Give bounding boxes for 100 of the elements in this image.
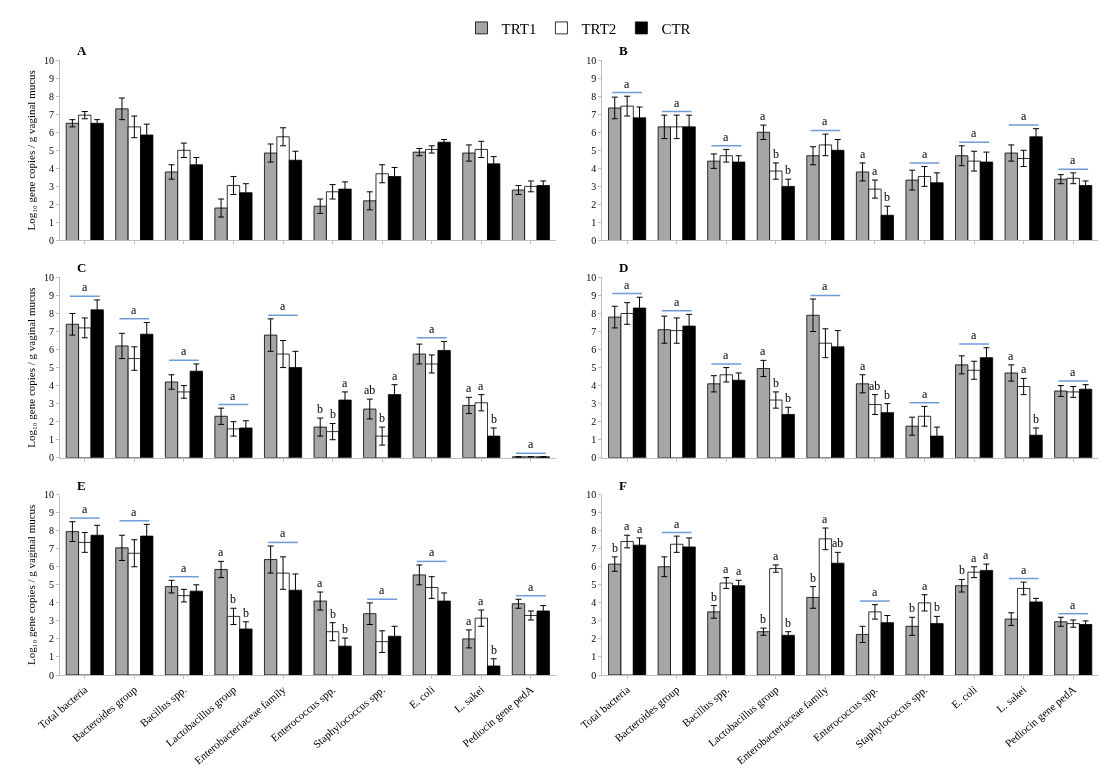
- y-tick-label: 4: [591, 380, 597, 392]
- y-axis-title: Log₁₀ gene copies / g vaginal mucus: [24, 70, 37, 231]
- annotation: a: [131, 505, 137, 519]
- annotation: a: [872, 585, 878, 599]
- y-tick-label: 9: [591, 72, 597, 84]
- data-label: a: [983, 548, 989, 562]
- data-label: a: [1021, 362, 1027, 376]
- y-tick-label: 4: [49, 380, 54, 392]
- data-label: b: [491, 643, 497, 657]
- annotation: a: [1070, 365, 1076, 379]
- x-tick-label: E. coli: [406, 683, 437, 711]
- annotation: a: [624, 77, 630, 91]
- y-tick-label: 0: [49, 452, 54, 464]
- data-label: b: [785, 616, 791, 630]
- y-tick-label: 3: [591, 398, 597, 410]
- y-tick-label: 8: [49, 307, 54, 319]
- data-label: a: [971, 551, 977, 565]
- data-label: b: [773, 147, 779, 161]
- y-tick-label: 3: [49, 398, 54, 410]
- y-tick-label: 9: [49, 72, 54, 84]
- y-tick-label: 7: [591, 543, 597, 555]
- annotation: a: [723, 130, 729, 144]
- y-tick-label: 6: [49, 126, 54, 138]
- legend-label: TRT1: [501, 20, 537, 37]
- data-label: a: [723, 562, 729, 576]
- y-tick-label: 2: [591, 416, 597, 428]
- annotation: a: [429, 322, 435, 336]
- data-label: a: [317, 576, 323, 590]
- annotation: a: [181, 561, 187, 575]
- y-tick-label: 8: [591, 90, 597, 102]
- y-tick-label: 3: [49, 180, 54, 192]
- y-tick-label: 1: [591, 216, 597, 228]
- data-label: b: [760, 612, 766, 626]
- annotation: a: [280, 299, 286, 313]
- data-label: a: [736, 564, 742, 578]
- data-label: ab: [869, 379, 881, 393]
- legend-label: CTR: [661, 20, 691, 37]
- annotation: a: [379, 583, 385, 597]
- data-label: b: [785, 163, 791, 177]
- chart-title: C: [77, 260, 87, 275]
- data-label: b: [330, 407, 336, 421]
- y-tick-label: 1: [49, 434, 54, 446]
- data-label: a: [466, 614, 472, 628]
- y-tick-label: 6: [591, 344, 597, 356]
- y-tick-label: 3: [49, 615, 54, 627]
- y-tick-label: 6: [49, 561, 54, 573]
- y-tick-label: 6: [591, 126, 597, 138]
- data-label: b: [810, 571, 816, 585]
- y-tick-label: 10: [44, 489, 54, 501]
- y-tick-label: 4: [49, 597, 54, 609]
- y-tick-label: 2: [49, 416, 54, 428]
- y-tick-label: 2: [591, 633, 597, 645]
- y-tick-label: 5: [49, 362, 54, 374]
- data-label: a: [860, 147, 866, 161]
- data-label: b: [1033, 412, 1039, 426]
- y-tick-label: 0: [49, 669, 54, 681]
- data-label: a: [760, 344, 766, 358]
- data-label: b: [230, 592, 236, 606]
- data-label: a: [466, 381, 472, 395]
- data-label: a: [1008, 349, 1014, 363]
- y-tick-label: 10: [586, 489, 597, 501]
- annotation: a: [181, 344, 187, 358]
- y-tick-label: 7: [49, 543, 54, 555]
- data-label: b: [711, 590, 717, 604]
- y-tick-label: 8: [49, 90, 54, 102]
- y-tick-label: 0: [591, 452, 597, 464]
- x-tick-label: E. coli: [949, 683, 979, 711]
- y-tick-label: 2: [49, 198, 54, 210]
- y-tick-label: 9: [591, 507, 597, 519]
- annotation: a: [82, 280, 88, 294]
- y-tick-label: 7: [49, 326, 54, 337]
- annotation: a: [674, 96, 680, 110]
- data-label: a: [624, 519, 630, 533]
- y-tick-label: 5: [49, 579, 54, 591]
- annotation: a: [528, 580, 534, 594]
- y-tick-label: 1: [591, 434, 597, 446]
- data-label: a: [872, 164, 878, 178]
- y-tick-label: 0: [49, 235, 54, 246]
- y-tick-label: 10: [44, 271, 54, 283]
- chart-title: E: [77, 478, 86, 493]
- annotation: a: [971, 126, 977, 140]
- data-label: a: [822, 512, 828, 526]
- y-tick-label: 4: [591, 597, 597, 609]
- y-tick-label: 3: [591, 180, 597, 192]
- data-label: a: [773, 549, 779, 563]
- y-axis-title: Log₁₀ gene copies / g vaginal mucus: [24, 287, 37, 448]
- data-label: a: [478, 379, 484, 393]
- chart-title: F: [619, 478, 627, 493]
- annotation: a: [131, 303, 137, 317]
- data-label: a: [860, 359, 866, 373]
- annotation: a: [674, 295, 680, 309]
- annotation: a: [723, 348, 729, 362]
- data-label: a: [922, 579, 928, 593]
- data-label: ab: [832, 536, 844, 550]
- y-tick-label: 7: [591, 326, 597, 337]
- annotation: a: [822, 279, 828, 293]
- data-label: b: [959, 563, 965, 577]
- y-tick-label: 6: [591, 561, 597, 573]
- y-tick-label: 5: [49, 144, 54, 156]
- annotation: a: [624, 278, 630, 292]
